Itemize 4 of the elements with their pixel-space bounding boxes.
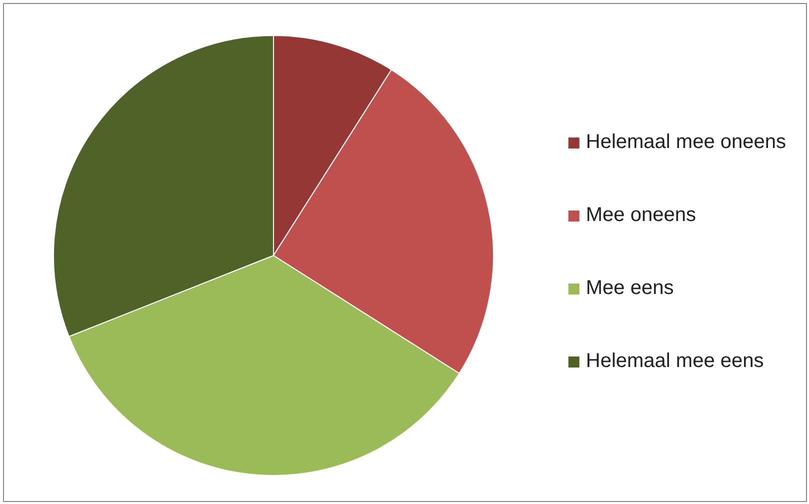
legend-label: Mee oneens: [586, 204, 696, 227]
legend-label: Helemaal mee eens: [586, 350, 764, 373]
legend-label: Mee eens: [586, 277, 674, 300]
legend-label: Helemaal mee oneens: [586, 131, 786, 154]
